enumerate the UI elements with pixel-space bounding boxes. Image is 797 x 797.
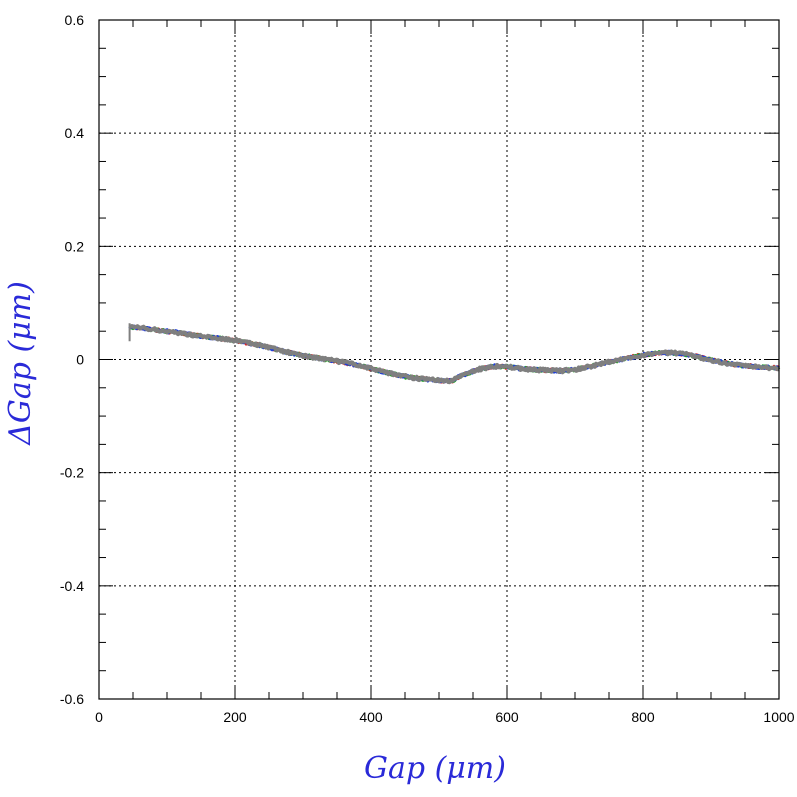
y-tick-label: 0.6 [65, 12, 85, 28]
y-axis-title: ΔGap (μm) [3, 281, 38, 446]
tick-labels: 0 200 400 600 800 1000 -0.6 -0.4 -0.2 0 0.2 0.4 0.6 [60, 12, 795, 725]
y-tick-label: -0.6 [60, 691, 84, 707]
x-tick-label: 200 [223, 709, 247, 725]
y-tick-label: -0.2 [60, 465, 84, 481]
x-tick-label: 800 [631, 709, 655, 725]
y-tick-label: 0 [76, 352, 84, 368]
y-tick-label: 0.4 [65, 125, 85, 141]
grid-lines [99, 20, 779, 699]
x-tick-label: 600 [495, 709, 519, 725]
y-tick-label: 0.2 [65, 238, 85, 254]
x-tick-label: 400 [359, 709, 383, 725]
y-tick-label: -0.4 [60, 578, 84, 594]
x-axis-title: Gap (μm) [364, 751, 506, 786]
x-tick-label: 0 [95, 709, 103, 725]
x-tick-label: 1000 [763, 709, 794, 725]
series-line [128, 324, 780, 385]
axis-ticks [98, 19, 780, 700]
data-series [128, 323, 781, 385]
